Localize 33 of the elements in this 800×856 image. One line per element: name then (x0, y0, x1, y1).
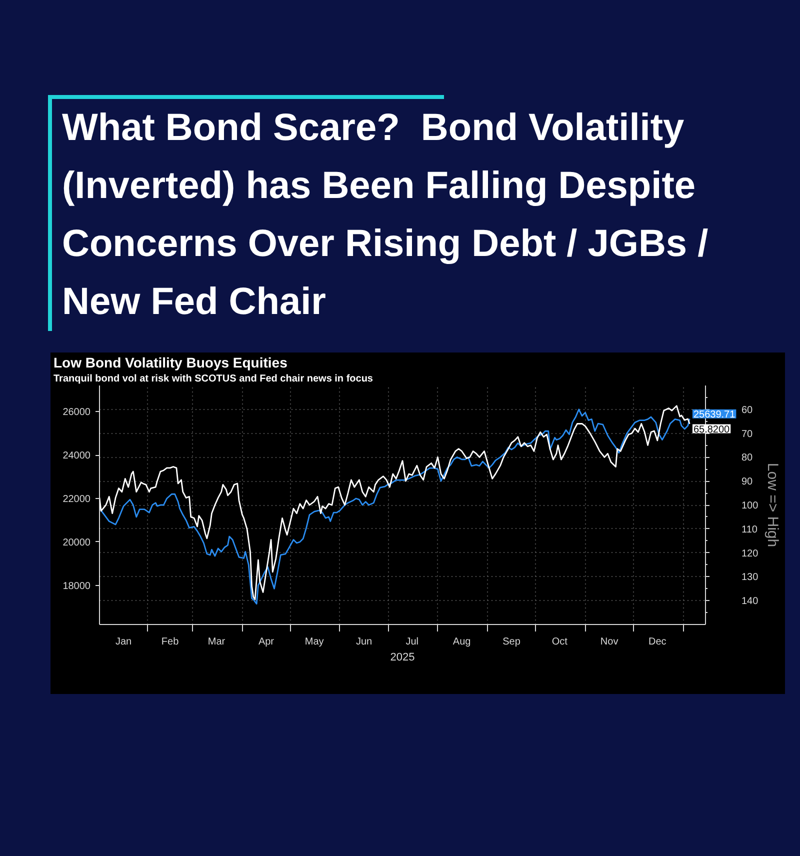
x-tick-label: Jan (115, 636, 132, 648)
x-axis-title: 2025 (390, 652, 415, 664)
x-tick-label: Apr (258, 636, 275, 648)
y2-tick-label: 140 (742, 596, 759, 608)
y-tick-label: 24000 (62, 450, 91, 462)
x-tick-label: Jun (356, 636, 372, 648)
data-label: 25639.71 (693, 409, 736, 420)
y-tick-label: 22000 (62, 494, 91, 505)
y2-tick-label: 110 (742, 524, 758, 536)
y2-tick-label: 130 (742, 572, 759, 584)
chart-subtitle: Low Bond Volatility Buoys Equities (54, 354, 288, 370)
y2-tick-label: 100 (742, 500, 759, 512)
y2-tick-label: 120 (742, 548, 759, 560)
y2-tick-label: 70 (742, 428, 754, 440)
x-tick-label: Mar (208, 636, 226, 648)
y2-axis-title: Low => High (764, 462, 782, 548)
y-tick-label: 26000 (62, 407, 91, 418)
text: Tranquil bond vol at risk with SCOTUS and Fed chair news in focus (54, 374, 374, 384)
x-tick-label: Oct (552, 636, 568, 648)
x-tick-label: Feb (161, 636, 180, 648)
chart-title: What Bond Scare? Bond Volatility (Inverted) has Been Falling Despite Concerns Over Rising Debt / JGBs / New Fed Chair (61, 106, 710, 325)
y2-tick-label: 60 (742, 404, 754, 416)
x-tick-label: Sep (502, 636, 521, 648)
y2-tick-label: 80 (742, 452, 754, 464)
x-tick-label: Dec (648, 636, 666, 648)
data-label: 65.8200 (693, 424, 730, 436)
y2-tick-label: 90 (742, 476, 754, 488)
y-tick-label: 18000 (62, 580, 91, 592)
x-tick-label: Nov (600, 636, 618, 648)
x-tick-label: May (304, 636, 324, 648)
x-tick-label: Jul (406, 636, 419, 648)
y-tick-label: 20000 (62, 537, 91, 548)
x-tick-label: Aug (452, 636, 471, 648)
